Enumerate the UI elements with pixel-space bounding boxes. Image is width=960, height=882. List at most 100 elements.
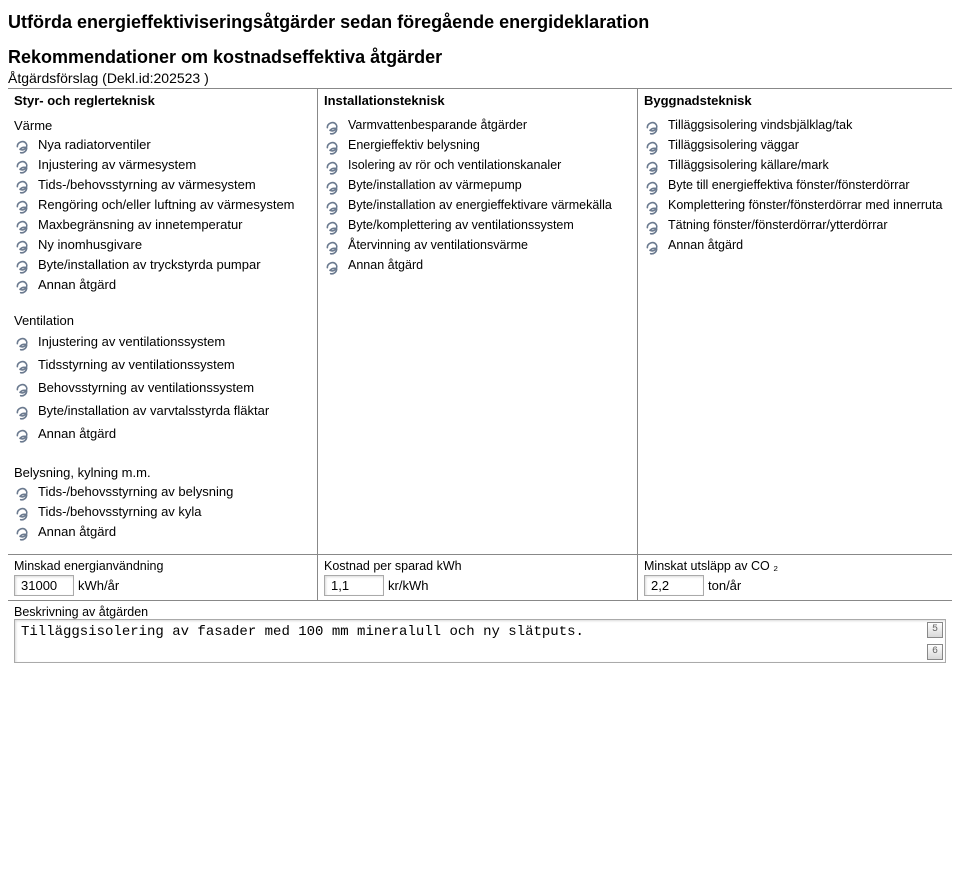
option-item[interactable]: Injustering av ventilationssystem	[14, 334, 311, 351]
option-item[interactable]: Återvinning av ventilationsvärme	[324, 238, 631, 255]
option-label: Annan åtgärd	[38, 524, 311, 540]
cell-cost: Kostnad per sparad kWh 1,1 kr/kWh	[318, 555, 638, 600]
option-item[interactable]: Tids-/behovsstyrning av kyla	[14, 504, 311, 521]
col-header: Byggnadsteknisk	[644, 93, 946, 108]
option-label: Tids-/behovsstyrning av belysning	[38, 484, 311, 500]
option-label: Annan åtgärd	[38, 426, 311, 442]
option-label: Ny inomhusgivare	[38, 237, 311, 253]
option-label: Annan åtgärd	[668, 238, 946, 254]
spin-down-button[interactable]: 6	[927, 644, 943, 660]
results-row: Minskad energianvändning 31000 kWh/år Ko…	[8, 554, 952, 600]
label-cost: Kostnad per sparad kWh	[324, 559, 631, 573]
desc-text: Tilläggsisolering av fasader med 100 mm …	[21, 624, 584, 640]
energy-icon	[644, 159, 662, 175]
option-label: Isolering av rör och ventilationskanaler	[348, 158, 631, 174]
option-item[interactable]: Varmvattenbesparande åtgärder	[324, 118, 631, 135]
option-label: Tids-/behovsstyrning av värmesystem	[38, 177, 311, 193]
option-item[interactable]: Behovsstyrning av ventilationssystem	[14, 380, 311, 397]
energy-icon	[324, 239, 342, 255]
energy-icon	[14, 178, 32, 194]
option-item[interactable]: Nya radiatorventiler	[14, 137, 311, 154]
option-label: Annan åtgärd	[348, 258, 631, 274]
energy-icon	[14, 218, 32, 234]
option-label: Tilläggsisolering vindsbjälklag/tak	[668, 118, 946, 134]
options-grid: Styr- och reglerteknisk Värme Nya radiat…	[8, 88, 952, 554]
option-item[interactable]: Tätning fönster/fönsterdörrar/ytterdörra…	[644, 218, 946, 235]
group-belysning: Belysning, kylning m.m.	[14, 465, 311, 480]
option-label: Energieffektiv belysning	[348, 138, 631, 154]
energy-icon	[324, 159, 342, 175]
option-item[interactable]: Maxbegränsning av innetemperatur	[14, 217, 311, 234]
energy-icon	[14, 485, 32, 501]
option-item[interactable]: Byte/komplettering av ventilationssystem	[324, 218, 631, 235]
option-label: Behovsstyrning av ventilationssystem	[38, 380, 311, 396]
list-byggnad: Tilläggsisolering vindsbjälklag/tak Tillä…	[644, 118, 946, 255]
option-item[interactable]: Isolering av rör och ventilationskanaler	[324, 158, 631, 175]
energy-icon	[14, 358, 32, 374]
col-styr: Styr- och reglerteknisk Värme Nya radiat…	[8, 89, 318, 554]
spin-up-button[interactable]: 5	[927, 622, 943, 638]
option-label: Varmvattenbesparande åtgärder	[348, 118, 631, 134]
label-co2: Minskat utsläpp av CO ₂	[644, 559, 946, 573]
option-item[interactable]: Byte/installation av energieffektivare v…	[324, 198, 631, 215]
option-label: Byte/installation av värmepump	[348, 178, 631, 194]
option-label: Injustering av ventilationssystem	[38, 334, 311, 350]
value-cost[interactable]: 1,1	[324, 575, 384, 596]
option-item[interactable]: Annan åtgärd	[14, 277, 311, 294]
option-item[interactable]: Byte/installation av varvtalsstyrda fläk…	[14, 403, 311, 420]
option-label: Injustering av värmesystem	[38, 157, 311, 173]
option-item[interactable]: Tilläggsisolering väggar	[644, 138, 946, 155]
option-item[interactable]: Ny inomhusgivare	[14, 237, 311, 254]
option-label: Byte/installation av energieffektivare v…	[348, 198, 631, 214]
option-label: Annan åtgärd	[38, 277, 311, 293]
energy-icon	[644, 179, 662, 195]
energy-icon	[14, 158, 32, 174]
option-item[interactable]: Annan åtgärd	[14, 426, 311, 443]
list-varme: Nya radiatorventiler Injustering av värme…	[14, 137, 311, 294]
option-item[interactable]: Tilläggsisolering källare/mark	[644, 158, 946, 175]
option-item[interactable]: Byte/installation av värmepump	[324, 178, 631, 195]
option-label: Nya radiatorventiler	[38, 137, 311, 153]
energy-icon	[644, 239, 662, 255]
energy-icon	[644, 219, 662, 235]
option-item[interactable]: Tilläggsisolering vindsbjälklag/tak	[644, 118, 946, 135]
option-label: Återvinning av ventilationsvärme	[348, 238, 631, 254]
col-byggnad: Byggnadsteknisk Tilläggsisolering vindsb…	[638, 89, 952, 554]
option-item[interactable]: Annan åtgärd	[644, 238, 946, 255]
unit-cost: kr/kWh	[388, 578, 428, 593]
option-item[interactable]: Annan åtgärd	[14, 524, 311, 541]
option-item[interactable]: Komplettering fönster/fönsterdörrar med …	[644, 198, 946, 215]
energy-icon	[14, 258, 32, 274]
value-co2[interactable]: 2,2	[644, 575, 704, 596]
energy-icon	[14, 525, 32, 541]
option-item[interactable]: Rengöring och/eller luftning av värmesys…	[14, 197, 311, 214]
energy-icon	[324, 179, 342, 195]
proposal-id: Åtgärdsförslag (Dekl.id:202523 )	[8, 70, 952, 86]
desc-textarea[interactable]: Tilläggsisolering av fasader med 100 mm …	[14, 619, 946, 663]
option-item[interactable]: Tids-/behovsstyrning av belysning	[14, 484, 311, 501]
rec-title: Rekommendationer om kostnadseffektiva åt…	[8, 47, 952, 68]
option-label: Byte till energieffektiva fönster/fönste…	[668, 178, 946, 194]
unit-energy: kWh/år	[78, 578, 119, 593]
option-item[interactable]: Byte/installation av tryckstyrda pumpar	[14, 257, 311, 274]
col-header: Installationsteknisk	[324, 93, 631, 108]
option-item[interactable]: Byte till energieffektiva fönster/fönste…	[644, 178, 946, 195]
energy-icon	[14, 505, 32, 521]
energy-icon	[324, 119, 342, 135]
option-item[interactable]: Injustering av värmesystem	[14, 157, 311, 174]
option-item[interactable]: Tids-/behovsstyrning av värmesystem	[14, 177, 311, 194]
option-item[interactable]: Tidsstyrning av ventilationssystem	[14, 357, 311, 374]
option-label: Tids-/behovsstyrning av kyla	[38, 504, 311, 520]
cell-energy: Minskad energianvändning 31000 kWh/år	[8, 555, 318, 600]
energy-icon	[324, 199, 342, 215]
option-item[interactable]: Energieffektiv belysning	[324, 138, 631, 155]
option-item[interactable]: Annan åtgärd	[324, 258, 631, 275]
energy-icon	[14, 198, 32, 214]
cell-co2: Minskat utsläpp av CO ₂ 2,2 ton/år	[638, 555, 952, 600]
value-energy[interactable]: 31000	[14, 575, 74, 596]
energy-icon	[644, 119, 662, 135]
description-block: Beskrivning av åtgärden Tilläggsisolerin…	[8, 600, 952, 667]
label-energy: Minskad energianvändning	[14, 559, 311, 573]
option-label: Byte/installation av varvtalsstyrda fläk…	[38, 403, 311, 419]
option-label: Maxbegränsning av innetemperatur	[38, 217, 311, 233]
